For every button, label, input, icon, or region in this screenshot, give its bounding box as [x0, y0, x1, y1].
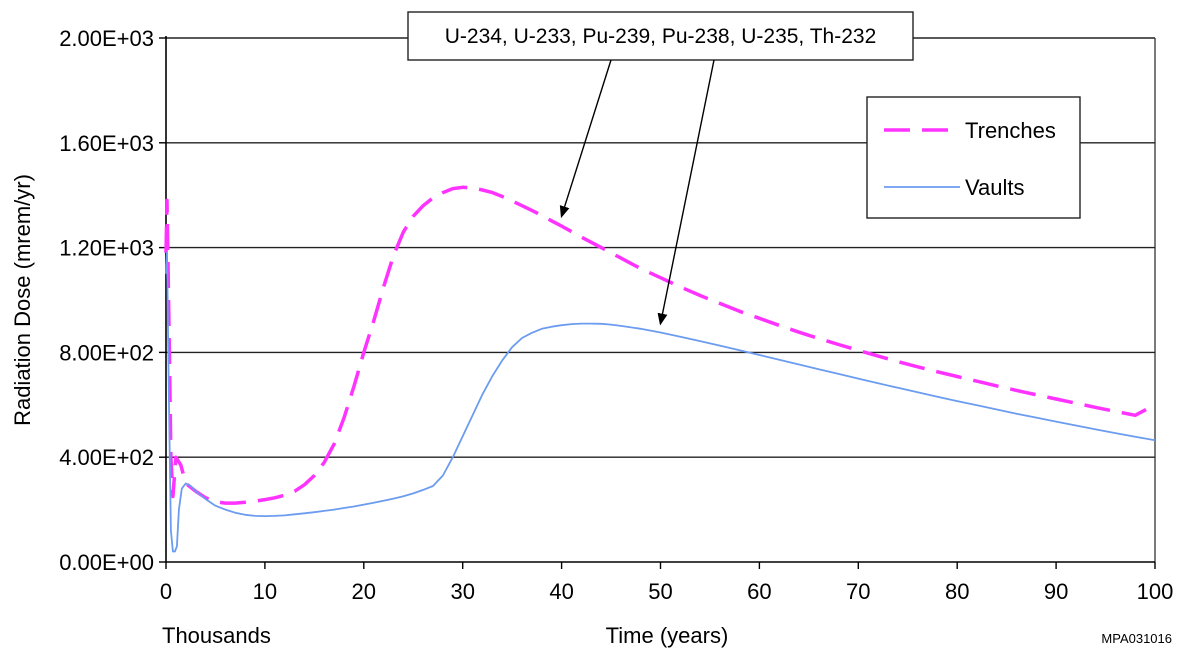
- x-tick-label: 20: [352, 579, 376, 604]
- x-axis-multiplier-label: Thousands: [162, 623, 271, 648]
- annotation-arrow: [657, 59, 715, 326]
- y-tick-label: 8.00E+02: [59, 340, 154, 365]
- x-tick-label: 60: [747, 579, 771, 604]
- x-tick-label: 100: [1137, 579, 1174, 604]
- x-tick-label: 90: [1044, 579, 1068, 604]
- x-tick-label: 70: [846, 579, 870, 604]
- legend-label-vaults: Vaults: [965, 175, 1025, 200]
- x-tick-label: 80: [945, 579, 969, 604]
- legend-box: [866, 96, 1081, 219]
- legend-label-trenches: Trenches: [965, 118, 1056, 143]
- y-tick-label: 2.00E+03: [59, 26, 154, 51]
- annotation-text: U-234, U-233, Pu-239, Pu-238, U-235, Th-…: [445, 25, 877, 48]
- x-tick-label: 10: [253, 579, 277, 604]
- y-axis-title: Radiation Dose (mrem/yr): [10, 174, 35, 426]
- annotation-box: [407, 11, 914, 61]
- series-line-vaults: [165, 251, 1156, 553]
- x-tick-label: 50: [648, 579, 672, 604]
- y-tick-label: 0.00E+00: [59, 550, 154, 575]
- y-tick-label: 1.20E+03: [59, 236, 154, 261]
- annotation-arrow: [559, 59, 612, 219]
- x-tick-label: 0: [160, 579, 172, 604]
- x-tick-label: 30: [450, 579, 474, 604]
- x-tick-label: 40: [549, 579, 573, 604]
- x-axis-title: Time (years): [606, 623, 729, 648]
- y-tick-label: 1.60E+03: [59, 131, 154, 156]
- series-line-trenches: [164, 185, 1156, 505]
- y-tick-label: 4.00E+02: [59, 445, 154, 470]
- figure-code: MPA031016: [1101, 631, 1172, 646]
